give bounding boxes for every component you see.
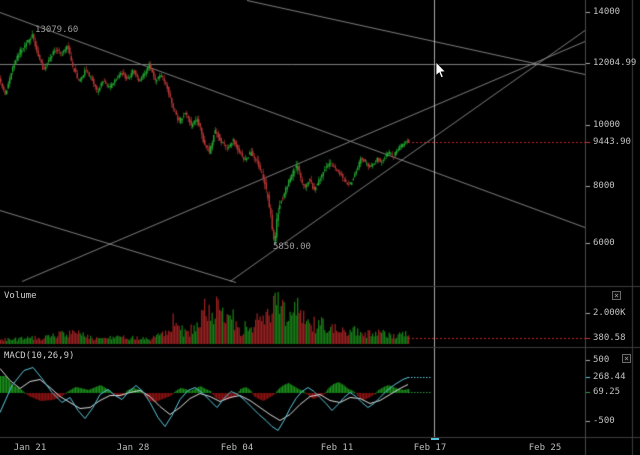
time-axis-label: Feb 17 — [413, 443, 447, 453]
macd-axis-label: 500 — [593, 355, 610, 365]
volume-axis-label: 2.000K — [593, 308, 626, 318]
swing-low-price-label: 5850.00 — [273, 242, 311, 252]
macd-value-axis-label: 268.44 — [593, 372, 626, 382]
macd-axis-label: -500 — [593, 416, 615, 426]
price-axis-label: 6000 — [593, 238, 615, 248]
volume-pane-title: Volume — [4, 291, 37, 301]
crosshair-time-marker — [431, 438, 439, 440]
time-axis-label: Feb 04 — [220, 443, 254, 453]
price-axis-label: 8000 — [593, 181, 615, 191]
time-axis-label: Feb 25 — [528, 443, 562, 453]
time-axis-label: Jan 21 — [13, 443, 47, 453]
last-price-axis-label: 9443.90 — [593, 137, 631, 147]
price-axis-label: 14000 — [593, 7, 621, 17]
swing-high-price-label: 13079.60 — [35, 25, 79, 35]
price-axis-label: 12004.99 — [593, 58, 637, 68]
macd-pane-close-icon[interactable]: × — [622, 354, 631, 363]
time-axis-label: Feb 11 — [320, 443, 354, 453]
time-axis-label: Jan 28 — [116, 443, 150, 453]
price-axis-label: 10000 — [593, 120, 621, 130]
last-volume-axis-label: 380.58 — [593, 333, 626, 343]
volume-pane-close-icon[interactable]: × — [612, 291, 621, 300]
macd-pane-title: MACD(10,26,9) — [4, 351, 75, 361]
macd-hist-value-axis-label: 69.25 — [593, 387, 621, 397]
mouse-cursor-icon — [435, 62, 447, 79]
